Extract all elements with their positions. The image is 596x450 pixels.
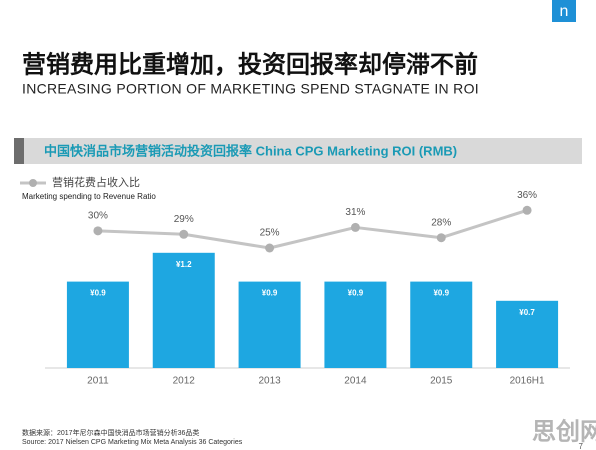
page-number: 7 (579, 442, 584, 450)
bar (152, 252, 215, 368)
x-tick-label: 2015 (430, 376, 453, 387)
line-value-label: 29% (174, 214, 194, 225)
bar-value-label: ¥1.2 (176, 260, 192, 269)
logo: n (560, 3, 569, 20)
line-marker (93, 226, 103, 236)
line-value-label: 31% (345, 207, 365, 218)
bar-value-label: ¥0.9 (348, 289, 364, 298)
x-tick-label: 2013 (258, 376, 281, 387)
bar (66, 281, 129, 368)
line-value-label: 36% (517, 190, 537, 201)
header-bar (14, 138, 582, 164)
bar-value-label: ¥0.9 (262, 289, 278, 298)
chart-title: 中国快消品市场营销活动投资回报率 China CPG Marketing ROI… (44, 143, 457, 158)
x-tick-label: 2011 (87, 376, 109, 387)
bar (496, 300, 559, 368)
line-value-label: 28% (431, 217, 451, 228)
x-tick-label: 2016H1 (510, 376, 545, 387)
x-tick-label: 2012 (173, 376, 196, 387)
x-tick-label: 2014 (344, 376, 367, 387)
bar-value-label: ¥0.9 (433, 289, 449, 298)
source: Source: 2017 Nielsen CPG Marketing Mix M… (22, 439, 243, 446)
bar (410, 281, 473, 368)
line-marker (350, 222, 360, 232)
bar-value-label: ¥0.7 (519, 308, 535, 317)
plot: 2011 2012 2013 2014 2015 2016H1 ¥0.9 ¥1.2 ¥0.9 ¥0… (45, 190, 570, 387)
line-value-label: 25% (260, 228, 280, 239)
title: 营销费用比重增加，投资回报率却停滞不前 (22, 50, 478, 78)
header-accent (14, 138, 24, 164)
bar (324, 281, 387, 368)
line (97, 208, 528, 250)
source: 数据来源：2017年尼尔森中国快消品市场营销分析36品类 (22, 428, 199, 437)
legend-marker (29, 179, 37, 187)
legend-subtitle: Marketing spending to Revenue Ratio (22, 192, 156, 201)
bar (238, 281, 301, 368)
line-marker (265, 243, 275, 253)
subtitle: INCREASING PORTION OF MARKETING SPEND ST… (22, 81, 479, 97)
bar-value-label: ¥0.9 (90, 289, 106, 298)
watermark: 思创网 (532, 418, 596, 445)
logo-box (552, 0, 576, 22)
line-value-label: 30% (88, 210, 108, 221)
line-marker (436, 233, 446, 243)
line-marker (522, 205, 532, 215)
legend-label: 营销花费占收入比 (52, 175, 140, 189)
line-marker (179, 229, 189, 239)
